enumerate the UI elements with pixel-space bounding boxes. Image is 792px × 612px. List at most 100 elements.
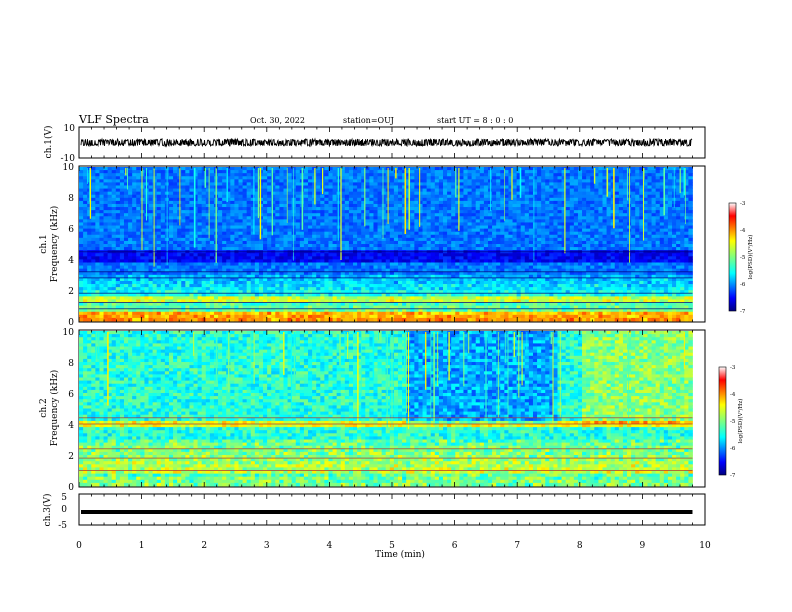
spectrogram-cell — [467, 179, 473, 183]
spectrogram-cell — [123, 225, 129, 229]
spectrogram-cell — [107, 185, 113, 189]
spectrogram-cell — [353, 274, 358, 279]
spectrogram-cell — [242, 308, 248, 313]
spectrogram-cell — [348, 280, 354, 285]
spectrogram-cell — [430, 170, 436, 174]
spectrogram-cell — [275, 240, 280, 245]
spectrogram-cell — [250, 314, 256, 319]
spectrogram-cell — [230, 305, 235, 310]
spectrogram-cell — [279, 200, 284, 205]
spectrogram-cell — [340, 194, 346, 199]
spectrogram-cell — [242, 222, 248, 226]
spectrogram-cell — [181, 265, 186, 270]
spectrogram-cell — [173, 222, 178, 226]
spectrogram-cell — [398, 302, 403, 306]
spectrogram-cell — [189, 234, 194, 239]
spectrogram-cell — [267, 305, 272, 310]
spectrogram-cell — [299, 287, 305, 291]
spectrogram-cell — [438, 207, 444, 211]
figure-title: VLF Spectra — [78, 113, 149, 126]
spectrogram-cell — [222, 173, 227, 177]
spectrogram-cell — [283, 262, 288, 266]
spectrogram-cell — [283, 271, 288, 276]
spectrogram-cell — [402, 197, 407, 202]
spectrogram-cell — [193, 237, 199, 242]
spectrogram-cell — [168, 234, 174, 239]
spectrogram-cell — [393, 247, 399, 251]
spectrogram-cell — [111, 203, 117, 208]
spectrogram-cell — [426, 222, 432, 226]
spectrogram-cell — [99, 314, 104, 319]
spectrogram-cell — [148, 265, 154, 270]
spectrogram-cell — [181, 194, 186, 199]
spectrogram-cell — [226, 185, 231, 189]
spectrogram-cell — [83, 287, 88, 291]
spectrogram-cell — [459, 185, 464, 189]
spectrogram-cell — [95, 185, 100, 189]
spectrogram-cell — [422, 200, 428, 205]
spectrogram-cell — [254, 259, 260, 263]
spectrogram-cell — [160, 274, 166, 279]
spectrogram-cell — [91, 302, 96, 306]
spectrogram-cell — [287, 219, 293, 223]
spectrogram-cell — [308, 170, 313, 174]
spectrogram-cell — [340, 197, 346, 202]
spectrogram-cell — [271, 317, 276, 322]
spectrogram-cell — [181, 185, 186, 189]
spectrogram-cell — [173, 271, 178, 276]
spectrogram-cell — [230, 240, 235, 245]
spectrogram-cell — [144, 293, 149, 297]
spectrogram-cell — [123, 216, 129, 220]
spectrogram-cell — [193, 179, 199, 183]
spectrogram-cell — [222, 182, 227, 186]
spectrogram-cell — [303, 194, 309, 199]
spectrogram-cell — [348, 317, 354, 322]
spectrogram-cell — [156, 290, 162, 294]
spectrogram-cell — [324, 268, 329, 273]
spectrogram-cell — [263, 188, 268, 193]
spectrogram-cell — [99, 191, 104, 196]
spectrogram-cell — [443, 271, 448, 276]
spectrogram-cell — [234, 200, 239, 205]
spectrogram-cell — [164, 308, 170, 313]
spectrogram-cell — [205, 237, 211, 242]
spectrogram-cell — [205, 277, 211, 282]
spectrogram-cell — [344, 216, 350, 220]
spectrogram-cell — [267, 253, 272, 257]
spectrogram-cell — [447, 262, 452, 266]
spectrogram-cell — [389, 228, 395, 233]
spectrogram-cell — [258, 203, 264, 208]
spectrogram-cell — [361, 265, 366, 270]
spectrogram-cell — [160, 176, 166, 180]
spectrogram-cell — [340, 203, 346, 208]
spectrogram-cell — [430, 259, 436, 263]
spectrogram-cell — [483, 213, 489, 217]
spectrogram-cell — [222, 179, 227, 183]
spectrogram-cell — [414, 185, 419, 189]
spectrogram-cell — [361, 296, 366, 300]
spectrogram-cell — [295, 216, 301, 220]
spectrogram-cell — [238, 237, 243, 242]
spectrogram-cell — [258, 314, 264, 319]
spectrogram-cell — [398, 305, 403, 310]
spectrogram-cell — [222, 290, 227, 294]
spectrogram-cell — [324, 271, 329, 276]
spectrogram-cell — [459, 167, 464, 171]
spectrogram-cell — [128, 280, 133, 285]
spectrogram-cell — [373, 314, 378, 319]
spectrogram-cell — [283, 167, 288, 171]
spectrogram-cell — [418, 247, 423, 251]
spectrogram-cell — [132, 244, 137, 248]
spectrogram-cell — [103, 293, 109, 297]
spectrogram-cell — [328, 210, 333, 214]
spectrogram-cell — [99, 228, 104, 233]
spectrogram-cell — [451, 274, 456, 279]
spectrogram-cell — [181, 225, 186, 229]
spectrogram-cell — [287, 222, 293, 226]
spectrogram-cell — [242, 256, 248, 260]
spectrogram-cell — [443, 247, 448, 251]
spectrogram-cell — [87, 305, 92, 310]
spectrogram-cell — [414, 299, 419, 303]
spectrogram-cell — [316, 271, 321, 276]
spectrogram-cell — [160, 213, 166, 217]
